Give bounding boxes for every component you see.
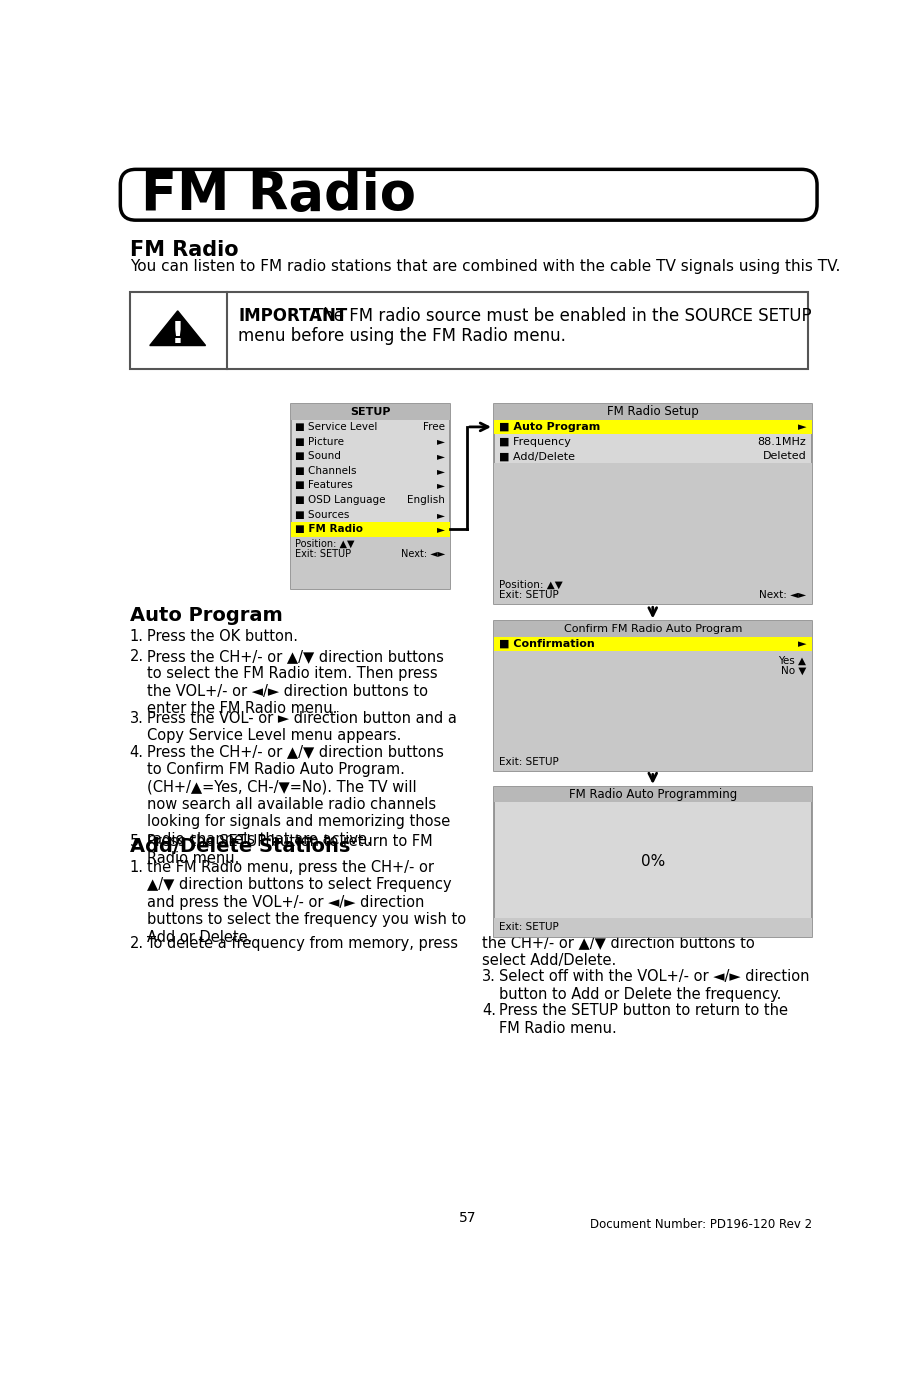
Text: To delete a frequency from memory, press: To delete a frequency from memory, press bbox=[147, 935, 457, 951]
Bar bbox=[494, 621, 812, 771]
Bar bbox=[130, 292, 808, 369]
Bar bbox=[494, 786, 812, 802]
Text: ■ OSD Language: ■ OSD Language bbox=[296, 496, 386, 505]
Text: 1.: 1. bbox=[130, 629, 143, 644]
Bar bbox=[291, 537, 450, 589]
Text: ■ Sound: ■ Sound bbox=[296, 451, 341, 461]
Text: the CH+/- or ▲/▼ direction buttons to
select Add/Delete.: the CH+/- or ▲/▼ direction buttons to se… bbox=[482, 935, 755, 967]
Text: ►: ► bbox=[437, 466, 445, 476]
Text: 1.: 1. bbox=[130, 860, 143, 876]
Bar bbox=[494, 651, 812, 771]
Text: : The FM radio source must be enabled in the SOURCE SETUP: : The FM radio source must be enabled in… bbox=[301, 308, 812, 326]
Text: Document Number: PD196-120 Rev 2: Document Number: PD196-120 Rev 2 bbox=[590, 1218, 812, 1231]
Text: Press the CH+/- or ▲/▼ direction buttons
to select the FM Radio item. Then press: Press the CH+/- or ▲/▼ direction buttons… bbox=[147, 649, 444, 717]
Text: 57: 57 bbox=[458, 1211, 477, 1225]
Polygon shape bbox=[150, 310, 205, 345]
Text: Position: ▲▼: Position: ▲▼ bbox=[296, 539, 355, 548]
Text: FM Radio Setup: FM Radio Setup bbox=[607, 405, 698, 419]
Text: Auto Program: Auto Program bbox=[130, 606, 282, 625]
Bar bbox=[494, 786, 812, 937]
Bar bbox=[291, 522, 450, 537]
Text: Press the OK button.: Press the OK button. bbox=[147, 629, 298, 644]
Text: !: ! bbox=[171, 320, 184, 349]
Text: ■ Features: ■ Features bbox=[296, 480, 353, 490]
Text: Select off with the VOL+/- or ◄/► direction
button to Add or Delete the frequenc: Select off with the VOL+/- or ◄/► direct… bbox=[499, 969, 810, 1002]
Text: ►: ► bbox=[437, 525, 445, 535]
Bar bbox=[494, 636, 812, 651]
Text: 88.1MHz: 88.1MHz bbox=[758, 437, 806, 447]
Text: FM Radio: FM Radio bbox=[142, 168, 416, 221]
Text: English: English bbox=[407, 496, 445, 505]
Text: ►: ► bbox=[798, 639, 806, 649]
Text: 2.: 2. bbox=[130, 935, 143, 951]
Bar bbox=[494, 404, 812, 604]
Text: Confirm FM Radio Auto Program: Confirm FM Radio Auto Program bbox=[563, 624, 742, 633]
Text: ■ Auto Program: ■ Auto Program bbox=[499, 422, 601, 432]
Text: the FM Radio menu, press the CH+/- or
▲/▼ direction buttons to select Frequency
: the FM Radio menu, press the CH+/- or ▲/… bbox=[147, 860, 466, 945]
Text: ■ Channels: ■ Channels bbox=[296, 466, 357, 476]
Text: Next: ◄►: Next: ◄► bbox=[401, 548, 445, 558]
Text: Exit: SETUP: Exit: SETUP bbox=[499, 757, 559, 767]
Text: Add/Delete Stations: Add/Delete Stations bbox=[130, 837, 350, 856]
Text: Position: ▲▼: Position: ▲▼ bbox=[499, 580, 563, 590]
FancyBboxPatch shape bbox=[121, 170, 817, 220]
Bar bbox=[494, 464, 812, 604]
Text: ■ Service Level: ■ Service Level bbox=[296, 422, 378, 432]
Text: 3.: 3. bbox=[130, 711, 143, 725]
Text: Press the VOL- or ► direction button and a
Copy Service Level menu appears.: Press the VOL- or ► direction button and… bbox=[147, 711, 456, 743]
Text: IMPORTANT: IMPORTANT bbox=[238, 308, 347, 326]
Text: Exit: SETUP: Exit: SETUP bbox=[499, 922, 559, 933]
Bar bbox=[494, 404, 812, 419]
Bar bbox=[494, 917, 812, 937]
Text: 5.: 5. bbox=[130, 834, 143, 849]
Bar bbox=[291, 404, 450, 589]
Text: ►: ► bbox=[798, 422, 806, 432]
Text: Deleted: Deleted bbox=[762, 451, 806, 461]
Text: You can listen to FM radio stations that are combined with the cable TV signals : You can listen to FM radio stations that… bbox=[130, 259, 840, 274]
Text: Yes ▲: Yes ▲ bbox=[778, 656, 806, 665]
Text: Exit: SETUP: Exit: SETUP bbox=[296, 548, 352, 558]
Text: ■ FM Radio: ■ FM Radio bbox=[296, 525, 363, 535]
Text: Free: Free bbox=[423, 422, 445, 432]
Bar bbox=[291, 404, 450, 419]
Text: Next: ◄►: Next: ◄► bbox=[759, 590, 806, 600]
Text: ■ Add/Delete: ■ Add/Delete bbox=[499, 451, 575, 461]
Text: ■ Confirmation: ■ Confirmation bbox=[499, 639, 595, 649]
Text: 4.: 4. bbox=[482, 1004, 496, 1019]
Text: ►: ► bbox=[437, 451, 445, 461]
Text: Press the SETUP button to return to FM
Radio menu.: Press the SETUP button to return to FM R… bbox=[147, 834, 432, 866]
Text: Exit: SETUP: Exit: SETUP bbox=[499, 590, 559, 600]
Text: menu before using the FM Radio menu.: menu before using the FM Radio menu. bbox=[238, 327, 566, 345]
Text: ►: ► bbox=[437, 480, 445, 490]
Bar bbox=[494, 419, 812, 434]
Text: 0%: 0% bbox=[641, 855, 665, 870]
Text: SETUP: SETUP bbox=[350, 406, 391, 416]
Text: ■ Picture: ■ Picture bbox=[296, 437, 344, 447]
Text: ■ Frequency: ■ Frequency bbox=[499, 437, 572, 447]
Text: 2.: 2. bbox=[130, 649, 143, 664]
Text: ►: ► bbox=[437, 437, 445, 447]
Text: Press the SETUP button to return to the
FM Radio menu.: Press the SETUP button to return to the … bbox=[499, 1004, 788, 1036]
Text: Press the CH+/- or ▲/▼ direction buttons
to Confirm FM Radio Auto Program.
(CH+/: Press the CH+/- or ▲/▼ direction buttons… bbox=[147, 745, 450, 846]
Text: FM Radio Auto Programming: FM Radio Auto Programming bbox=[569, 788, 737, 800]
Text: FM Radio: FM Radio bbox=[130, 241, 238, 260]
Text: No ▼: No ▼ bbox=[781, 665, 806, 675]
Bar bbox=[494, 621, 812, 636]
Text: 3.: 3. bbox=[482, 969, 496, 984]
Text: ►: ► bbox=[437, 509, 445, 519]
Text: 4.: 4. bbox=[130, 745, 143, 760]
Text: ■ Sources: ■ Sources bbox=[296, 509, 350, 519]
